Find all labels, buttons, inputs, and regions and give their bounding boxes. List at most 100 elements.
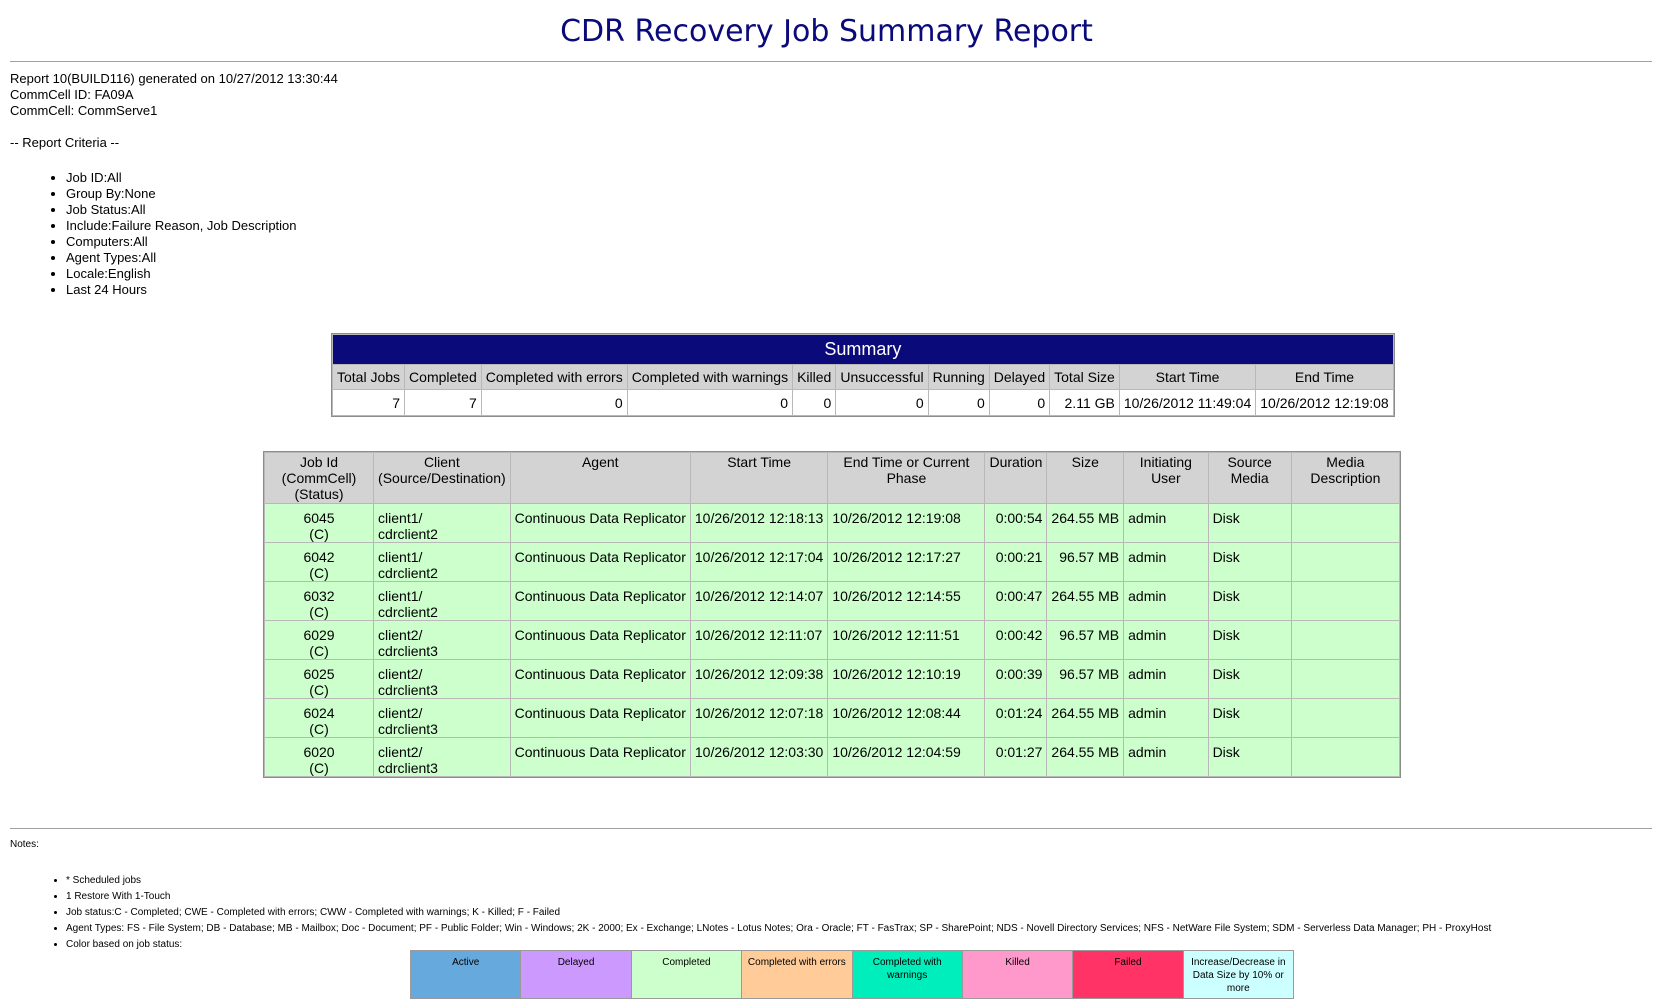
summary-value: 0 bbox=[481, 390, 627, 415]
start-time-cell: 10/26/2012 12:18:13 bbox=[690, 504, 828, 542]
summary-value: 0 bbox=[836, 390, 928, 415]
criteria-item: Include:Failure Reason, Job Description bbox=[66, 218, 297, 234]
legend-swatch: Killed bbox=[961, 950, 1074, 999]
client-cell: client2/cdrclient3 bbox=[374, 621, 510, 659]
summary-header: Delayed bbox=[989, 365, 1050, 389]
source-media-cell: Disk bbox=[1208, 582, 1291, 620]
source-media-cell: Disk bbox=[1208, 504, 1291, 542]
job-row: 6029 (C) client2/cdrclient3 Continuous Data… bbox=[265, 621, 1399, 659]
summary-header: Completed with errors bbox=[481, 365, 627, 389]
client-cell: client2/cdrclient3 bbox=[374, 699, 510, 737]
note-item: Color based on job status: bbox=[66, 937, 1491, 953]
initiating-user-cell: admin bbox=[1124, 543, 1208, 581]
legend-swatch: Completed bbox=[630, 950, 743, 999]
end-time-cell: 10/26/2012 12:04:59 bbox=[828, 738, 985, 776]
initiating-user-cell: admin bbox=[1124, 660, 1208, 698]
start-time-cell: 10/26/2012 12:03:30 bbox=[690, 738, 828, 776]
summary-header: Completed bbox=[405, 365, 481, 389]
media-description-cell bbox=[1291, 543, 1399, 581]
notes-label: Notes: bbox=[10, 839, 39, 850]
size-cell: 264.55 MB bbox=[1047, 504, 1124, 542]
media-description-cell bbox=[1291, 621, 1399, 659]
col-header-agent: Agent bbox=[510, 453, 690, 503]
col-header-end-time: End Time or Current Phase bbox=[828, 453, 985, 503]
criteria-item: Job Status:All bbox=[66, 202, 297, 218]
client-cell: client2/cdrclient3 bbox=[374, 738, 510, 776]
col-header-duration: Duration bbox=[985, 453, 1047, 503]
summary-header: Total Jobs bbox=[333, 365, 405, 389]
job-row: 6025 (C) client2/cdrclient3 Continuous Data… bbox=[265, 660, 1399, 698]
end-time-cell: 10/26/2012 12:08:44 bbox=[828, 699, 985, 737]
summary-header: Total Size bbox=[1050, 365, 1119, 389]
col-header-client: Client (Source/Destination) bbox=[374, 453, 510, 503]
initiating-user-cell: admin bbox=[1124, 738, 1208, 776]
duration-cell: 0:00:39 bbox=[985, 660, 1047, 698]
legend-swatch: Active bbox=[409, 950, 522, 999]
job-id-cell: 6032 (C) bbox=[265, 582, 374, 620]
duration-cell: 0:01:24 bbox=[985, 699, 1047, 737]
jobs-table: Job Id (CommCell) (Status) Client (Source/… bbox=[263, 451, 1401, 778]
agent-cell: Continuous Data Replicator bbox=[510, 660, 690, 698]
criteria-heading: -- Report Criteria -- bbox=[10, 135, 120, 150]
summary-header: Killed bbox=[793, 365, 836, 389]
status-color-legend: Active Delayed Completed Completed with err… bbox=[409, 950, 1295, 999]
source-media-cell: Disk bbox=[1208, 621, 1291, 659]
agent-cell: Continuous Data Replicator bbox=[510, 543, 690, 581]
media-description-cell bbox=[1291, 660, 1399, 698]
client-cell: client2/cdrclient3 bbox=[374, 660, 510, 698]
criteria-list: Job ID:All Group By:None Job Status:All … bbox=[10, 170, 297, 298]
col-header-job-id: Job Id (CommCell) (Status) bbox=[265, 453, 374, 503]
summary-value: 0 bbox=[928, 390, 989, 415]
summary-value: 0 bbox=[793, 390, 836, 415]
end-time-cell: 10/26/2012 12:10:19 bbox=[828, 660, 985, 698]
generated-line: Report 10(BUILD116) generated on 10/27/2… bbox=[10, 71, 338, 86]
start-time-cell: 10/26/2012 12:11:07 bbox=[690, 621, 828, 659]
summary-value: 7 bbox=[405, 390, 481, 415]
note-item: * Scheduled jobs bbox=[66, 873, 1491, 889]
size-cell: 96.57 MB bbox=[1047, 660, 1124, 698]
agent-cell: Continuous Data Replicator bbox=[510, 738, 690, 776]
initiating-user-cell: admin bbox=[1124, 699, 1208, 737]
summary-value: 0 bbox=[627, 390, 793, 415]
job-id-cell: 6020 (C) bbox=[265, 738, 374, 776]
job-id-cell: 6029 (C) bbox=[265, 621, 374, 659]
jobs-header-row: Job Id (CommCell) (Status) Client (Source/… bbox=[265, 453, 1399, 503]
end-time-cell: 10/26/2012 12:19:08 bbox=[828, 504, 985, 542]
job-id-cell: 6025 (C) bbox=[265, 660, 374, 698]
agent-cell: Continuous Data Replicator bbox=[510, 621, 690, 659]
media-description-cell bbox=[1291, 582, 1399, 620]
summary-header: Unsuccessful bbox=[836, 365, 928, 389]
duration-cell: 0:00:21 bbox=[985, 543, 1047, 581]
initiating-user-cell: admin bbox=[1124, 621, 1208, 659]
criteria-item: Computers:All bbox=[66, 234, 297, 250]
source-media-cell: Disk bbox=[1208, 660, 1291, 698]
criteria-item: Agent Types:All bbox=[66, 250, 297, 266]
criteria-item: Job ID:All bbox=[66, 170, 297, 186]
start-time-cell: 10/26/2012 12:17:04 bbox=[690, 543, 828, 581]
duration-cell: 0:00:54 bbox=[985, 504, 1047, 542]
source-media-cell: Disk bbox=[1208, 543, 1291, 581]
end-time-cell: 10/26/2012 12:11:51 bbox=[828, 621, 985, 659]
source-media-cell: Disk bbox=[1208, 699, 1291, 737]
col-header-media-description: Media Description bbox=[1291, 453, 1399, 503]
criteria-item: Group By:None bbox=[66, 186, 297, 202]
end-time-cell: 10/26/2012 12:17:27 bbox=[828, 543, 985, 581]
notes-divider bbox=[10, 828, 1652, 829]
col-header-initiating-user: Initiating User bbox=[1124, 453, 1208, 503]
client-cell: client1/cdrclient2 bbox=[374, 504, 510, 542]
media-description-cell bbox=[1291, 699, 1399, 737]
summary-header: Start Time bbox=[1119, 365, 1256, 389]
notes-list: * Scheduled jobs 1 Restore With 1-Touch … bbox=[10, 873, 1491, 953]
summary-value: 2.11 GB bbox=[1050, 390, 1119, 415]
note-item: 1 Restore With 1-Touch bbox=[66, 889, 1491, 905]
start-time-cell: 10/26/2012 12:09:38 bbox=[690, 660, 828, 698]
media-description-cell bbox=[1291, 504, 1399, 542]
start-time-cell: 10/26/2012 12:07:18 bbox=[690, 699, 828, 737]
job-row: 6020 (C) client2/cdrclient3 Continuous Data… bbox=[265, 738, 1399, 776]
note-item: Job status:C - Completed; CWE - Complete… bbox=[66, 905, 1491, 921]
note-item: Agent Types: FS - File System; DB - Data… bbox=[66, 921, 1491, 937]
size-cell: 96.57 MB bbox=[1047, 543, 1124, 581]
report-title: CDR Recovery Job Summary Report bbox=[560, 14, 1093, 49]
legend-swatch: Completed with errors bbox=[741, 950, 853, 999]
media-description-cell bbox=[1291, 738, 1399, 776]
